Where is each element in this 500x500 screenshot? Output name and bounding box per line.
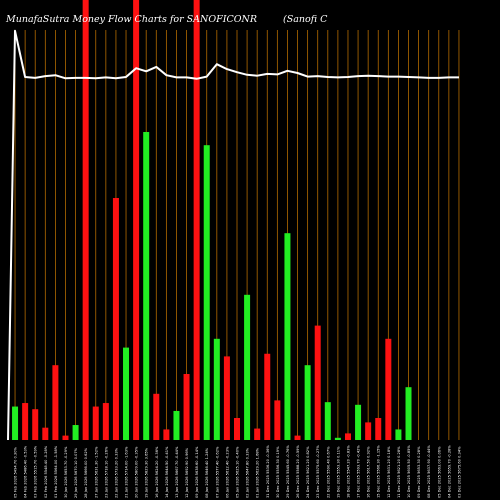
x-tick-label: 03 Feb 2026 5515.70 -0.59% (34, 445, 38, 498)
x-tick-label: 04 Dec 2025 5659.70 -0.28% (447, 445, 451, 498)
x-tick-label: 05 Feb 2026 5494.70 0.30% (14, 446, 18, 498)
x-tick-label: 30 Dec 2025 5556.30 0.19% (276, 446, 280, 498)
bar-down (183, 374, 190, 440)
bar-down (153, 393, 160, 440)
bar-down (385, 338, 392, 440)
x-tick-labels: 05 Feb 2026 5494.70 0.30% 04 Feb 2026 548… (14, 445, 462, 498)
x-tick-label: 30 Jan 2026 5653.70 -0.29% (64, 446, 68, 498)
bar-down (163, 429, 170, 440)
bar-down (102, 403, 109, 440)
bar-down (254, 428, 261, 440)
bar-up (324, 402, 331, 440)
bar-down (264, 353, 271, 440)
x-tick-label: 22 Jan 2026 5733.20 0.33% (114, 447, 118, 498)
line-series (7, 29, 459, 441)
bar-down (193, 0, 200, 440)
x-tick-label: 10 Dec 2025 5605.50 -0.85% (407, 445, 411, 498)
x-tick-label: 21 Jan 2026 5714.00 -1.63% (125, 446, 129, 498)
x-tick-label: 31 Dec 2025 5536.20 -0.36% (266, 445, 270, 498)
x-tick-label: 09 Dec 2025 5653.30 0.28% (417, 446, 421, 498)
bar-down (294, 435, 301, 440)
x-tick-label: 26 Dec 2025 5588.20 -0.59% (296, 445, 300, 498)
bar-up (355, 404, 362, 440)
x-tick-label: 02 Feb 2026 5548.40 -0.28% (44, 445, 48, 498)
x-tick-label: 15 Dec 2025 5566.30 -1.15% (377, 445, 381, 498)
bar-up (284, 233, 291, 440)
x-tick-label: 14 Jan 2026 5644.50 -0.41% (165, 446, 169, 498)
x-tick-label: 04 Feb 2026 5486.40 -0.53% (24, 445, 28, 498)
bar-up (244, 294, 251, 440)
bar-down (82, 0, 89, 440)
x-tick-label: 12 Dec 2025 5631.20 0.18% (387, 446, 391, 498)
x-tick-label: 01 Feb 2026 5564.00 -1.58% (54, 445, 58, 498)
x-tick-label: 08 Jan 2026 5646.40 1.24% (205, 447, 209, 498)
x-tick-label: 01 Jan 2026 5629.20 1.68% (256, 447, 260, 498)
bar-down (375, 418, 382, 440)
x-tick-label: 19 Jan 2026 5829.30 3.65% (145, 447, 149, 498)
bar-down (365, 422, 372, 440)
x-tick-label: 16 Dec 2025 5617.50 0.92% (367, 446, 371, 498)
bar-up (72, 425, 79, 440)
x-tick-label: 13 Jan 2026 5667.70 -0.44% (175, 446, 179, 498)
x-tick-label: 11 Dec 2025 5621.20 0.28% (397, 446, 401, 498)
bar-down (32, 409, 39, 440)
bar-up (304, 365, 311, 440)
bar-up (143, 132, 150, 440)
chart-subtitle: (Sanofi C (283, 14, 328, 25)
x-tick-label: 06 Jan 2026 5612.40 -0.23% (225, 446, 229, 498)
x-tick-label: 03 Dec 2025 5675.60 0.34% (457, 446, 461, 498)
bar-down (22, 403, 29, 440)
x-tick-label: 19 Dec 2025 5553.30 0.11% (336, 446, 340, 498)
bar-down (112, 198, 119, 440)
bar-up (405, 387, 412, 440)
bar-down (234, 418, 240, 440)
x-tick-label: 05 Jan 2026 5625.10 -0.40% (236, 446, 240, 498)
x-tick-label: 22 Dec 2025 5590.40 0.67% (326, 446, 330, 498)
x-tick-label: 27 Jan 2026 5631.30 -1.52% (94, 446, 98, 498)
x-tick-label: 29 Dec 2025 5545.60 -0.76% (286, 445, 290, 498)
bar-down (92, 406, 99, 440)
x-tick-label: 12 Jan 2026 5692.90 0.96% (185, 447, 189, 498)
bar-down (344, 433, 351, 440)
x-tick-label: 29 Jan 2026 5670.10 0.07% (74, 447, 78, 498)
x-tick-label: 20 Jan 2026 5809.00 -0.35% (135, 446, 139, 498)
bar-down (314, 325, 321, 440)
x-tick-label: 07 Jan 2026 5577.40 -0.62% (215, 446, 219, 498)
bar-down (223, 356, 230, 440)
bar-up (395, 429, 402, 440)
bar-up (334, 437, 341, 440)
bar-up (173, 410, 180, 440)
bar-up (12, 406, 19, 440)
x-tick-label: 23 Jan 2026 5718.10 -0.26% (104, 446, 108, 498)
bar-down (42, 427, 49, 440)
bar-up (203, 145, 210, 440)
money-flow-line (7, 29, 459, 441)
x-tick-label: 02 Jan 2026 5647.80 0.33% (246, 447, 250, 498)
bar-series (12, 0, 412, 440)
x-tick-label: 24 Dec 2025 5621.20 0.82% (306, 446, 310, 498)
x-tick-label: 28 Jan 2026 5666.00 0.62% (84, 447, 88, 498)
x-tick-label: 18 Dec 2025 5547.20 -0.83% (346, 445, 350, 498)
x-tick-label: 16 Jan 2026 5624.20 -0.36% (155, 446, 159, 498)
x-tick-label: 05 Dec 2025 5663.00 0.06% (437, 446, 441, 498)
chart-title: MunafaSutra Money Flow Charts for SANOFI… (5, 14, 257, 25)
x-tick-label: 23 Dec 2025 5575.60 -0.27% (316, 445, 320, 498)
bar-up (123, 347, 130, 440)
bar-up (213, 338, 220, 440)
x-tick-label: 08 Dec 2025 5637.90 -0.44% (427, 445, 431, 498)
x-tick-label: 09 Jan 2026 5638.60 -0.14% (195, 446, 199, 498)
bar-down (62, 435, 69, 440)
bar-down (274, 400, 281, 440)
bar-down (133, 0, 140, 440)
bar-down (52, 365, 59, 440)
x-tick-label: 17 Dec 2025 5593.70 -0.42% (357, 445, 361, 498)
